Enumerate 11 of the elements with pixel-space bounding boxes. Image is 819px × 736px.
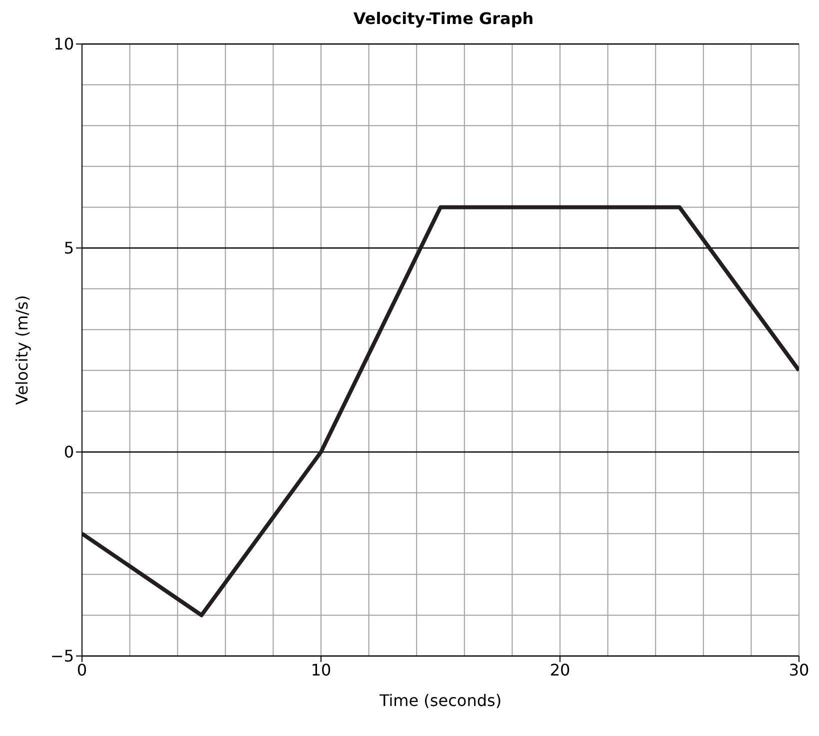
x-tick-label: 10 (310, 660, 332, 680)
y-tick-label: 10 (54, 34, 74, 54)
y-tick-label: 5 (64, 238, 74, 258)
x-tick-label: 0 (76, 660, 88, 680)
y-tick-label: 0 (64, 442, 74, 462)
y-axis-title: Velocity (m/s) (12, 295, 32, 405)
chart-title: Velocity-Time Graph (352, 8, 535, 30)
x-tick-label: 20 (550, 660, 570, 680)
y-tick-label: −5 (50, 646, 74, 666)
x-tick-label: 30 (788, 660, 810, 680)
x-axis-title: Time (seconds) (378, 691, 502, 710)
